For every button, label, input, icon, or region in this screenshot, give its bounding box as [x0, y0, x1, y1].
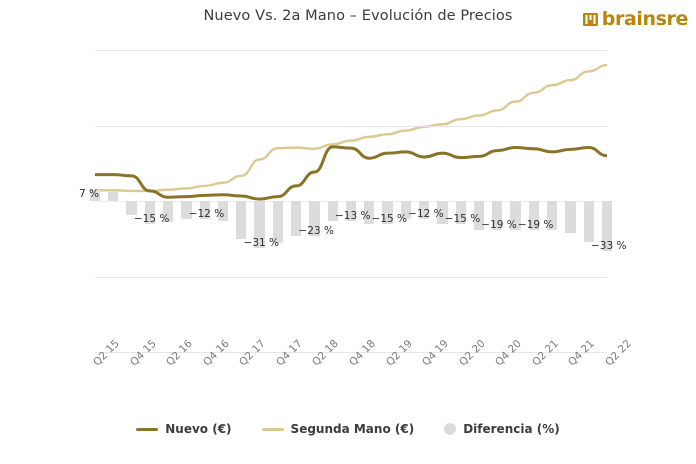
chart-legend: Nuevo (€) Segunda Mano (€) Diferencia (%… — [0, 422, 696, 436]
diferencia-bar[interactable] — [163, 201, 174, 223]
diferencia-bar[interactable] — [419, 201, 430, 220]
bar-value-label: −15 % — [444, 212, 481, 225]
plot-area: 0 €/m²-1001.200-502.4000 %3.600504.80010… — [79, 50, 634, 368]
diferencia-bar[interactable] — [364, 201, 375, 224]
bar-value-label: −12 % — [188, 208, 225, 221]
diferencia-bar[interactable] — [254, 201, 265, 248]
legend-item-diferencia[interactable]: Diferencia (%) — [444, 422, 560, 436]
legend-label: Nuevo (€) — [165, 422, 232, 436]
series-layer — [95, 63, 607, 201]
diferencia-bar[interactable] — [345, 201, 357, 221]
x-axis-tick-label: Q2 22 — [603, 337, 634, 369]
bar-value-label: 7 % — [79, 188, 99, 200]
gridline — [95, 276, 607, 278]
diferencia-bar[interactable] — [272, 201, 283, 244]
diferencia-bar[interactable] — [400, 201, 411, 220]
diferencia-bar[interactable] — [309, 201, 320, 236]
legend-item-nuevo[interactable]: Nuevo (€) — [136, 422, 232, 436]
diferencia-bar[interactable] — [473, 201, 485, 230]
legend-item-segunda-mano[interactable]: Segunda Mano (€) — [261, 422, 415, 436]
bar-value-label: −23 % — [298, 224, 334, 237]
legend-line-icon — [261, 427, 284, 431]
diferencia-bar[interactable] — [108, 191, 119, 201]
legend-label: Segunda Mano (€) — [290, 422, 415, 436]
bar-value-label: −31 % — [243, 236, 280, 249]
diferencia-bar[interactable] — [565, 201, 576, 233]
gridline — [95, 125, 607, 127]
diferencia-bar[interactable] — [199, 201, 210, 220]
nuevo-line — [95, 145, 607, 201]
diferencia-bar[interactable] — [181, 201, 192, 220]
diferencia-bar[interactable] — [601, 201, 613, 251]
bar-value-label: −15 % — [371, 212, 408, 225]
diferencia-bar[interactable] — [437, 201, 448, 224]
legend-line-icon — [136, 427, 159, 431]
bar-value-label: −19 % — [517, 218, 554, 231]
diferencia-bar[interactable] — [583, 201, 594, 242]
bar-value-label: −19 % — [481, 218, 517, 231]
diferencia-bar[interactable] — [492, 201, 503, 230]
page-title: Nuevo Vs. 2a Mano – Evolución de Precios — [203, 8, 513, 24]
diferencia-bar[interactable] — [291, 201, 302, 236]
segunda-mano-line — [95, 63, 607, 193]
bar-value-label: −12 % — [408, 208, 444, 221]
diferencia-bar[interactable] — [327, 201, 338, 221]
bar-value-label: −13 % — [335, 209, 371, 222]
diferencia-bar[interactable] — [236, 201, 247, 239]
diferencia-bar[interactable] — [144, 201, 155, 224]
legend-label: Diferencia (%) — [463, 422, 560, 436]
bar-value-label: −15 % — [133, 212, 170, 225]
diferencia-bar[interactable] — [455, 201, 466, 224]
diferencia-bar[interactable] — [217, 201, 229, 221]
diferencia-bar[interactable] — [89, 190, 101, 201]
brainsre-logo-text: brainsre — [601, 8, 689, 30]
diferencia-bar[interactable] — [547, 201, 558, 230]
diferencia-bar[interactable] — [126, 201, 137, 215]
bar-value-label: −33 % — [591, 239, 627, 252]
diferencia-bar[interactable] — [528, 201, 539, 230]
diferencia-bar[interactable] — [382, 201, 393, 224]
gridline — [95, 50, 607, 51]
brainsre-logo: brainsre — [582, 8, 689, 30]
diferencia-bar[interactable] — [510, 201, 521, 230]
gridline — [95, 352, 607, 353]
legend-dot-icon — [444, 423, 457, 435]
brainsre-mark-icon — [582, 12, 598, 27]
